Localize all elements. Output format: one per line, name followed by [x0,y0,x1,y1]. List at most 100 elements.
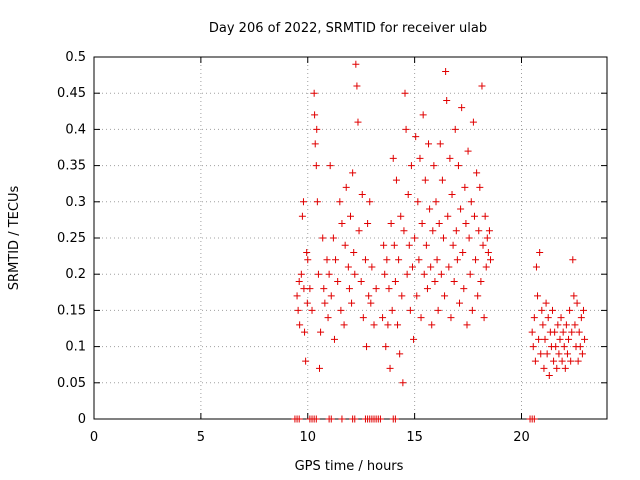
data-point [480,314,488,322]
data-point [462,220,470,228]
data-point [354,118,362,126]
data-point [544,314,552,322]
data-point [299,198,307,206]
data-point [323,256,331,264]
data-point [404,191,412,199]
data-point [454,162,462,170]
data-point [388,306,396,314]
data-point [358,191,366,199]
data-point [573,299,581,307]
data-point [532,263,540,271]
data-point [566,306,574,314]
x-tick-label: 15 [406,430,423,445]
data-point [461,183,469,191]
data-point [350,248,358,256]
data-point [308,306,316,314]
data-point [540,364,548,372]
data-point [352,60,360,68]
data-point [384,321,392,329]
data-point [474,292,482,300]
data-point [398,292,406,300]
y-axis-label: SRMTID / TECUs [7,186,22,291]
data-point [443,96,451,104]
data-point [431,277,439,285]
data-point [541,335,549,343]
data-point [468,306,476,314]
data-point [452,227,460,235]
data-point [382,343,390,351]
data-point [487,256,495,264]
data-point [449,241,457,249]
data-point [394,321,402,329]
data-point [295,415,303,423]
data-point [306,285,314,293]
data-point [551,328,559,336]
data-point [442,67,450,75]
data-point [411,234,419,242]
grid-lines [94,57,607,419]
data-point [408,263,416,271]
data-point [332,256,340,264]
data-point [303,299,311,307]
data-point [347,212,354,220]
data-point [400,227,408,235]
data-point [426,205,434,213]
y-tick-label: 0.45 [57,86,86,101]
data-point [531,357,539,365]
data-point [478,82,486,90]
data-point [349,169,357,177]
data-point [434,306,442,314]
x-axis-label: GPS time / hours [295,459,404,474]
data-point [463,321,471,329]
data-point [385,285,393,293]
data-point [348,299,356,307]
data-point [476,183,484,191]
data-point [559,328,567,336]
data-point [313,125,321,133]
data-point [380,241,388,249]
data-point [414,198,422,206]
data-point [529,343,537,351]
data-point [357,277,365,285]
data-point [475,227,483,235]
chart-title: Day 206 of 2022, SRMTID for receiver ula… [209,21,487,36]
data-point [555,350,563,358]
data-point [312,162,320,170]
data-point [421,176,429,184]
data-point [351,270,359,278]
data-point [364,220,372,228]
data-point [338,415,346,423]
y-tick-label: 0 [78,412,86,427]
y-tick-label: 0.2 [65,267,86,282]
data-point [297,270,305,278]
data-point [542,299,550,307]
y-tick-label: 0.4 [65,122,86,137]
data-point [395,256,403,264]
data-point [353,82,361,90]
data-point [407,162,415,170]
data-point [412,133,420,141]
data-point [420,270,428,278]
data-point [367,299,375,307]
data-point [301,328,309,336]
data-point [391,415,399,423]
data-point [432,198,440,206]
data-point [567,357,575,365]
data-point [310,89,318,97]
data-point [539,321,547,329]
data-point [535,335,543,343]
data-point [386,364,394,372]
data-point [379,314,387,322]
data-point [370,321,378,329]
data-point [401,89,409,97]
data-point [459,248,467,256]
data-point [329,234,337,242]
data-point [311,140,319,148]
data-point [530,415,538,423]
data-point [397,212,405,220]
data-point [390,241,398,249]
data-point [391,277,399,285]
data-point [325,270,333,278]
